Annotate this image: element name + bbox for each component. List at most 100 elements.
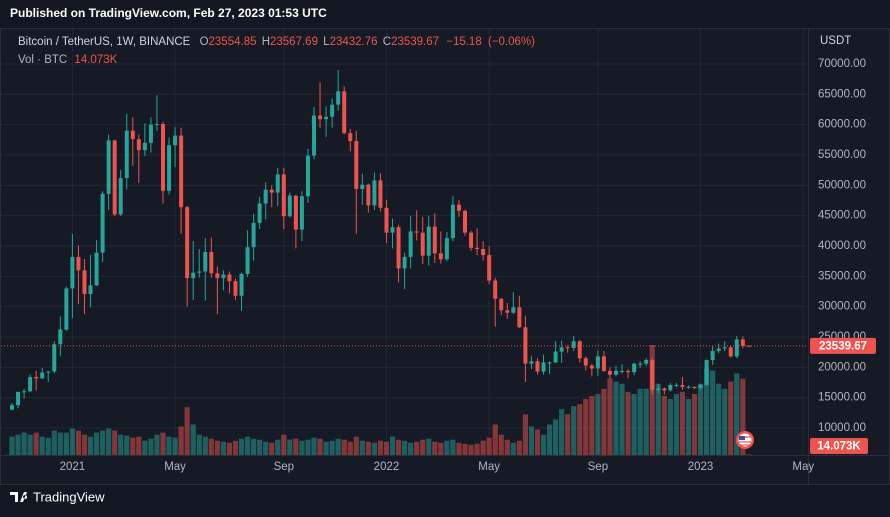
candle-body bbox=[88, 285, 93, 294]
candle-body bbox=[680, 384, 685, 387]
volume-bar bbox=[257, 439, 263, 455]
volume-bar bbox=[251, 438, 257, 455]
candle-body bbox=[305, 155, 310, 197]
candle-body bbox=[390, 227, 395, 233]
candle-body bbox=[94, 252, 99, 286]
candle-body bbox=[34, 377, 39, 379]
candle-body bbox=[354, 141, 359, 189]
candle-body bbox=[444, 238, 449, 260]
volume-bar bbox=[480, 440, 486, 455]
candle-body bbox=[360, 184, 365, 189]
legend-open: 23554.85 bbox=[209, 36, 257, 48]
candle-body bbox=[215, 273, 220, 279]
candle-body bbox=[402, 256, 407, 269]
candle-body bbox=[136, 139, 141, 151]
volume-bar bbox=[595, 393, 601, 455]
candle-body bbox=[589, 365, 594, 369]
candle-body bbox=[734, 339, 739, 357]
candle-body bbox=[662, 388, 667, 391]
volume-bar bbox=[190, 424, 196, 455]
volume-bar bbox=[565, 414, 571, 455]
volume-bar bbox=[15, 434, 21, 455]
volume-bar bbox=[75, 430, 82, 455]
volume-bar bbox=[341, 439, 347, 455]
candle-body bbox=[481, 249, 486, 256]
volume-bar bbox=[534, 429, 541, 455]
candle-body bbox=[716, 348, 721, 351]
volume-bar bbox=[87, 436, 94, 455]
candle-body bbox=[432, 226, 437, 254]
candle-body bbox=[245, 247, 250, 274]
candle-body bbox=[565, 347, 570, 349]
candle-body bbox=[251, 222, 256, 248]
volume-bar bbox=[178, 426, 184, 455]
volume-bar bbox=[226, 442, 233, 455]
legend-high-label: H bbox=[262, 36, 270, 48]
candle-body bbox=[469, 232, 474, 248]
volume-bar bbox=[625, 391, 631, 455]
volume-bar bbox=[81, 434, 88, 455]
volume-bar bbox=[667, 398, 673, 455]
volume-bar bbox=[148, 438, 154, 455]
candle-body bbox=[257, 203, 262, 223]
candle-body bbox=[674, 384, 679, 386]
candle-body bbox=[52, 344, 57, 372]
volume-bar bbox=[510, 442, 516, 455]
candle-body bbox=[583, 358, 588, 366]
y-tick-label: 55000.00 bbox=[818, 149, 866, 161]
candle-body bbox=[535, 361, 540, 372]
last-volume-label: 14.073K bbox=[817, 441, 861, 453]
volume-bar bbox=[474, 443, 480, 455]
volume-bar bbox=[522, 414, 528, 455]
volume-bar bbox=[746, 454, 752, 455]
brand-logo: TradingView bbox=[10, 489, 105, 504]
volume-bar bbox=[528, 426, 535, 455]
volume-title: Vol · BTC bbox=[18, 54, 67, 66]
candle-body bbox=[698, 384, 703, 388]
volume-bar bbox=[679, 391, 686, 455]
candle-body bbox=[450, 204, 455, 239]
candle-body bbox=[396, 227, 401, 269]
flag-canton bbox=[739, 436, 745, 440]
volume-bar bbox=[365, 441, 371, 455]
x-tick-label: Sep bbox=[588, 461, 608, 473]
last-price-box bbox=[810, 337, 876, 354]
candle-body bbox=[40, 372, 45, 379]
y-tick-label: 20000.00 bbox=[818, 361, 866, 373]
candle-body bbox=[547, 362, 552, 364]
volume-bar bbox=[504, 439, 510, 455]
volume-bar bbox=[583, 398, 589, 455]
candle-body bbox=[348, 133, 353, 142]
volume-bar bbox=[142, 440, 148, 455]
candle-body bbox=[577, 341, 582, 359]
y-tick-label: 15000.00 bbox=[818, 392, 866, 404]
candle-body bbox=[475, 247, 480, 250]
volume-bar bbox=[395, 439, 402, 455]
volume-bar bbox=[559, 409, 565, 455]
candle-body bbox=[517, 307, 522, 328]
volume-bar bbox=[408, 442, 414, 455]
candle-body bbox=[312, 115, 316, 156]
last-price-label: 23539.67 bbox=[819, 340, 867, 352]
x-tick-label: 2023 bbox=[688, 461, 714, 473]
volume-bar bbox=[154, 434, 160, 455]
volume-bar bbox=[311, 437, 317, 455]
candle-body bbox=[438, 253, 443, 260]
candle-body bbox=[179, 135, 184, 208]
candle-body bbox=[269, 189, 274, 193]
volume-bar bbox=[275, 439, 281, 455]
volume-bar bbox=[691, 393, 698, 455]
candle-body bbox=[408, 231, 413, 257]
volume-bar bbox=[359, 440, 365, 455]
candle-body bbox=[239, 273, 244, 296]
candle-body bbox=[740, 339, 745, 346]
volume-bar bbox=[118, 434, 124, 455]
candle-body bbox=[167, 145, 172, 191]
volume-bar bbox=[347, 441, 353, 455]
legend-change-percent: (−0.06%) bbox=[488, 36, 535, 48]
volume-bar bbox=[293, 438, 299, 455]
volume-bar bbox=[389, 436, 396, 455]
candle-body bbox=[318, 115, 323, 120]
legend-close-label: C bbox=[383, 36, 391, 48]
candle-body bbox=[456, 204, 461, 211]
